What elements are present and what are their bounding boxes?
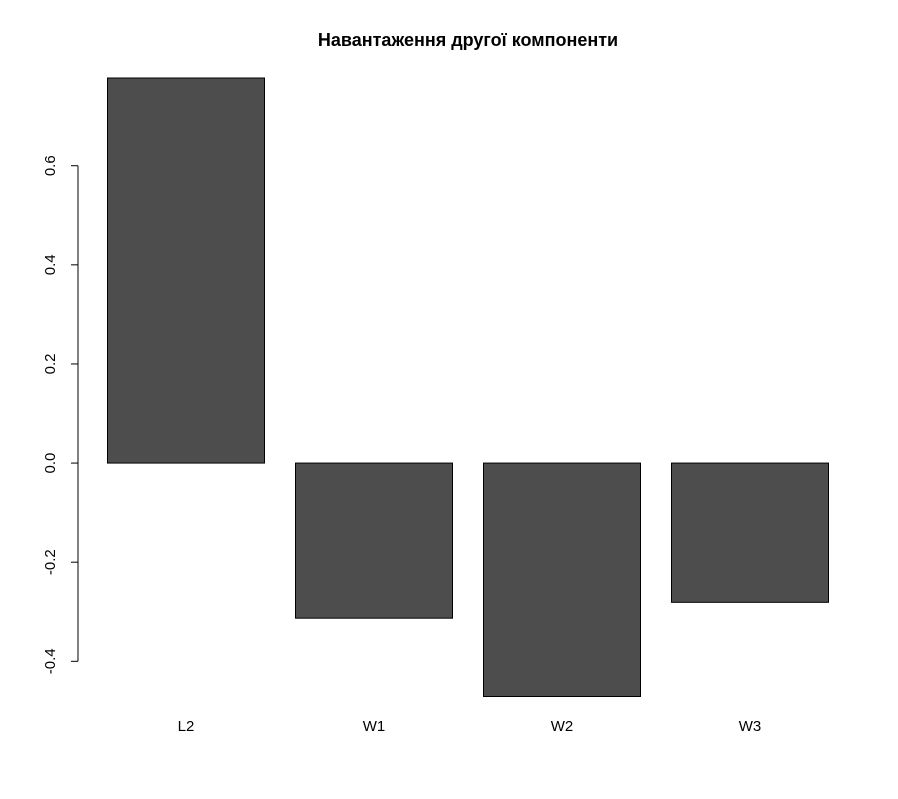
bar-w2 — [483, 462, 641, 697]
bar-w1 — [295, 462, 453, 619]
x-axis-labels: L2 W1 W2 W3 — [178, 718, 762, 735]
bar-l2 — [107, 77, 265, 464]
y-tick-label: -0.4 — [42, 648, 59, 674]
y-tick-label: 0.2 — [42, 354, 59, 375]
bar-w3 — [671, 462, 829, 603]
bars-group — [107, 77, 829, 697]
x-category-label: W1 — [363, 718, 386, 735]
x-category-label: W2 — [551, 718, 574, 735]
x-category-label: L2 — [178, 718, 195, 735]
y-tick-label: 0.4 — [42, 254, 59, 275]
chart-title: Навантаження другої компоненти — [318, 30, 618, 50]
y-tick-label: 0.0 — [42, 453, 59, 474]
y-tick-label: 0.6 — [42, 155, 59, 176]
y-axis: -0.4 -0.2 0.0 0.2 0.4 0.6 — [42, 155, 79, 674]
y-tick-label: -0.2 — [42, 549, 59, 575]
x-category-label: W3 — [739, 718, 762, 735]
